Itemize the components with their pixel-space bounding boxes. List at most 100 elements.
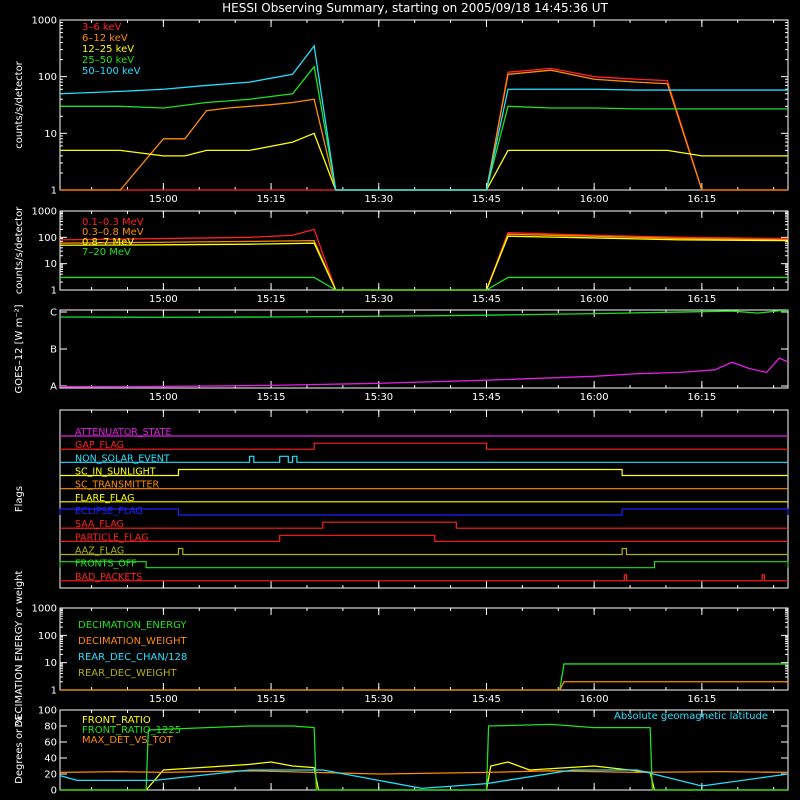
- panel-decim-time-label: 16:00: [580, 694, 609, 705]
- panel-goes-ytick-label: B: [50, 345, 57, 356]
- panel-goes-series-line: [59, 309, 789, 318]
- panel-lowE-ytick-label: 1: [51, 186, 57, 197]
- panel-lowE-time-label: 15:45: [472, 194, 501, 205]
- panel-lowE-ylabel: counts/s/detector: [14, 60, 25, 148]
- panel-highE-time-label: 16:15: [687, 294, 716, 305]
- panel-ratio-ytick-label: 80: [44, 722, 57, 733]
- panel-goes-series-line: [59, 357, 789, 388]
- flag-trace: [60, 455, 788, 463]
- panel-highE-legend-entry: 0.1–0.3 MeV: [82, 217, 144, 228]
- flag-label: SC_IN_SUNLIGHT: [75, 467, 156, 478]
- panel-highE-series-line: [59, 235, 789, 291]
- panel-ratio-frame: [59, 709, 789, 791]
- panel-highE-series-line: [59, 233, 789, 291]
- panel-ratio-ylabel: Degrees or %: [14, 716, 25, 784]
- geomag-annotation: Absolute geomagnetic latitude: [614, 711, 768, 722]
- panel-ratio-series-line: [59, 770, 789, 775]
- panel-lowE-legend-entry: 6–12 keV: [82, 33, 128, 44]
- panel-goes-time-label: 16:00: [580, 392, 609, 403]
- panel-highE-legend-entry: 0.3–0.8 MeV: [82, 227, 144, 238]
- panel-decim-series-line: [60, 681, 788, 691]
- flag-trace: [59, 508, 789, 516]
- panel-ratio-legend-entry: FRONT_RATIO_1225: [82, 725, 181, 736]
- panel-highE-legend-entry: 7–20 MeV: [82, 247, 131, 258]
- panel-highE-ytick-label: 1: [51, 286, 57, 297]
- panel-lowE-legend-entry: 50–100 keV: [82, 66, 141, 77]
- panel-decim-ytick-label: 100: [38, 631, 57, 642]
- panel-ratio-legend-entry: MAX_DET_VS_TOT: [82, 735, 174, 746]
- panel-lowE-series-line: [60, 65, 788, 191]
- panel-ratio-series-line: [59, 769, 789, 790]
- panel-highE-ytick-label: 1000: [32, 207, 57, 218]
- flag-trace: [59, 561, 789, 569]
- panel-goes-ylabel: GOES–12 [W m⁻²]: [14, 304, 25, 393]
- panel-goes-time-label: 16:15: [687, 392, 716, 403]
- flag-label: ATTENUATOR_STATE: [75, 427, 171, 438]
- panel-highE-legend-entry: 0.8–7 MeV: [82, 237, 134, 248]
- panel-lowE-series-line: [60, 132, 788, 191]
- panel-lowE-ytick-label: 10: [44, 129, 57, 140]
- panel-goes-time-label: 15:00: [149, 392, 178, 403]
- panel-ratio-ytick-label: 60: [44, 738, 57, 749]
- panel-lowE-time-label: 15:15: [257, 194, 286, 205]
- panel-decim-legend-entry: REAR_DEC_CHAN/128: [78, 652, 187, 663]
- panel-lowE-time-label: 15:00: [149, 194, 178, 205]
- flag-label: AAZ_FLAG: [75, 546, 124, 557]
- flag-label: GAP_FLAG: [75, 440, 124, 451]
- panel-goes-time-label: 15:15: [257, 392, 286, 403]
- flag-label: ECLIPSE_FLAG: [75, 506, 143, 517]
- panel-lowE-ytick-label: 100: [38, 72, 57, 83]
- panel-highE-ytick-label: 100: [38, 233, 57, 244]
- panel-goes-ytick-label: A: [50, 382, 57, 393]
- panel-decim-time-label: 15:00: [149, 694, 178, 705]
- panel-lowE-ytick-label: 1000: [32, 16, 57, 27]
- panel-highE-frame: [59, 210, 789, 291]
- flag-label: FLARE_FLAG: [75, 493, 135, 504]
- panel-flags-ylabel: Flags: [14, 486, 25, 512]
- panel-lowE-series-line: [59, 44, 788, 191]
- panel-lowE-time-label: 16:15: [687, 194, 716, 205]
- panel-flags-frame: [59, 409, 789, 589]
- panel-highE-ylabel: counts/s/detector: [14, 206, 25, 294]
- figure-title: HESSI Observing Summary, starting on 200…: [222, 1, 608, 15]
- panel-lowE-time-label: 15:30: [364, 194, 393, 205]
- panel-highE-time-label: 15:30: [364, 294, 393, 305]
- panel-decim-legend-entry: DECIMATION_ENERGY: [78, 620, 187, 631]
- flag-trace: [60, 547, 788, 556]
- panel-goes-ytick-label: C: [50, 308, 57, 319]
- panel-decim-ytick-label: 1: [51, 686, 57, 697]
- panel-highE-ytick-label: 10: [44, 259, 57, 270]
- panel-lowE-frame: [59, 19, 789, 191]
- panel-lowE-legend-entry: 12–25 keV: [82, 44, 134, 55]
- panel-lowE-legend-entry: 3–6 keV: [82, 22, 121, 33]
- flag-trace: [60, 534, 788, 542]
- panel-highE-time-label: 15:00: [149, 294, 178, 305]
- panel-highE-time-label: 15:15: [257, 294, 286, 305]
- panel-ratio-series-line: [60, 761, 788, 791]
- flag-label: FRONTS_OFF: [75, 559, 137, 570]
- flag-trace: [60, 574, 788, 582]
- panel-decim-legend-entry: DECIMATION_WEIGHT: [78, 636, 187, 647]
- panel-goes-time-label: 15:30: [364, 392, 393, 403]
- panel-decim-legend-entry: REAR_DEC_WEIGHT: [78, 668, 177, 679]
- panel-decim-time-label: 15:15: [257, 694, 286, 705]
- flag-label: SC_TRANSMITTER: [75, 480, 160, 491]
- panel-ratio-ytick-label: 100: [38, 706, 57, 717]
- panel-goes-frame: [59, 309, 789, 389]
- flag-label: BAD_PACKETS: [75, 572, 142, 583]
- flag-label: SAA_FLAG: [75, 519, 124, 530]
- panel-ratio-legend-entry: FRONT_RATIO: [82, 715, 151, 726]
- flag-label: NON_SOLAR_EVENT: [75, 453, 170, 464]
- panel-lowE-legend-entry: 25–50 keV: [82, 55, 134, 66]
- panel-ratio-ytick-label: 0: [51, 786, 57, 797]
- flag-trace: [60, 521, 788, 529]
- panel-decim-time-label: 15:30: [364, 694, 393, 705]
- panel-decim-time-label: 15:45: [472, 694, 501, 705]
- flag-label: PARTICLE_FLAG: [75, 532, 148, 543]
- panel-ratio-ytick-label: 40: [44, 754, 57, 765]
- panel-ratio-ytick-label: 20: [44, 770, 57, 781]
- flag-trace: [60, 468, 788, 477]
- panel-highE-time-label: 16:00: [580, 294, 609, 305]
- panel-lowE-series-line: [60, 67, 788, 191]
